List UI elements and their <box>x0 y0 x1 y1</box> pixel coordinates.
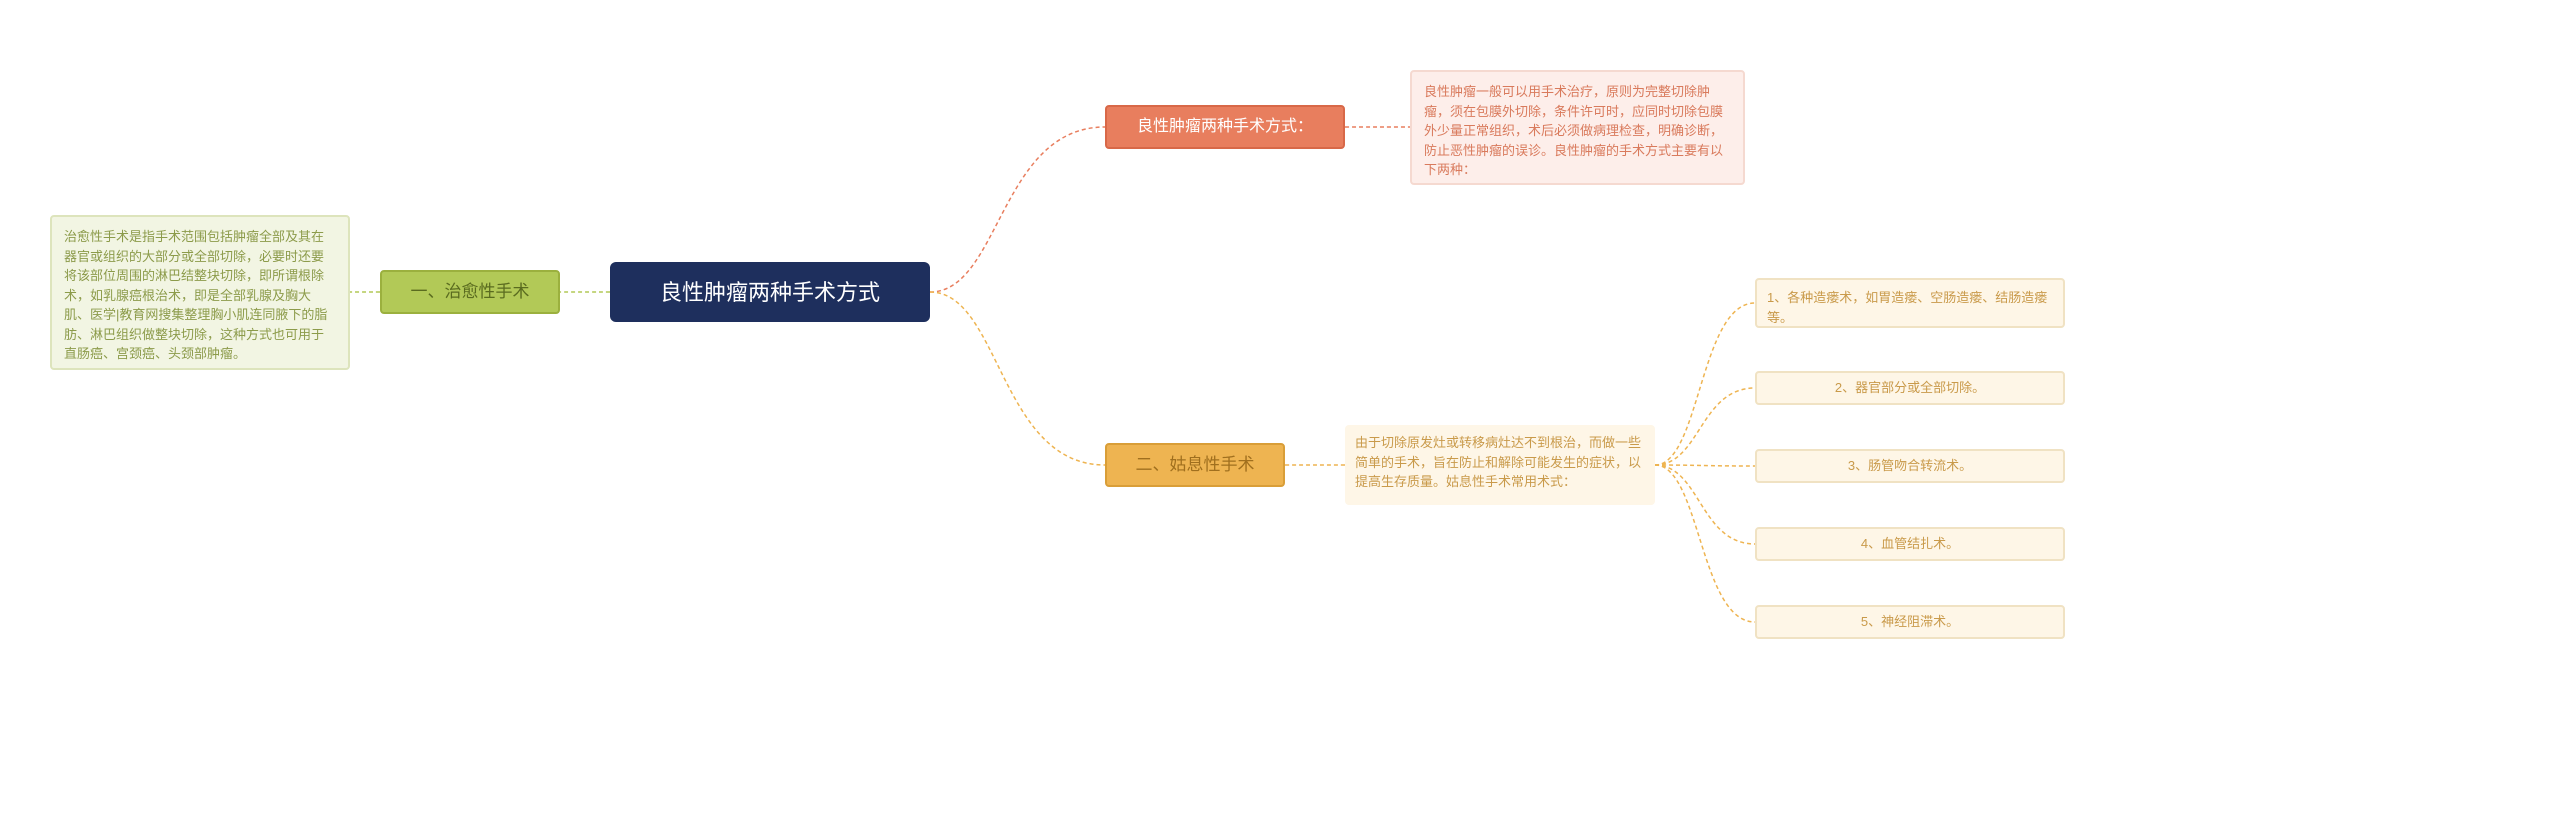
right-bottom-detail: 由于切除原发灶或转移病灶达不到根治，而做一些简单的手术，旨在防止和解除可能发生的… <box>1345 425 1655 505</box>
right-bottom-detail-text: 由于切除原发灶或转移病灶达不到根治，而做一些简单的手术，旨在防止和解除可能发生的… <box>1355 433 1645 492</box>
palliative-item-1: 1、各种造瘘术，如胃造瘘、空肠造瘘、结肠造瘘等。 <box>1755 278 2065 328</box>
right-top-detail-text: 良性肿瘤一般可以用手术治疗，原则为完整切除肿瘤，须在包膜外切除，条件许可时，应同… <box>1424 82 1731 180</box>
palliative-item-5-text: 5、神经阻滞术。 <box>1861 612 1959 632</box>
conn-root-rbot <box>930 292 1105 465</box>
palliative-item-2: 2、器官部分或全部切除。 <box>1755 371 2065 405</box>
root-node[interactable]: 良性肿瘤两种手术方式 <box>610 262 930 322</box>
right-top-detail: 良性肿瘤一般可以用手术治疗，原则为完整切除肿瘤，须在包膜外切除，条件许可时，应同… <box>1410 70 1745 185</box>
right-bottom-node-palliative[interactable]: 二、姑息性手术 <box>1105 443 1285 487</box>
left-detail: 治愈性手术是指手术范围包括肿瘤全部及其在器官或组织的大部分或全部切除，必要时还要… <box>50 215 350 370</box>
right-top-node[interactable]: 良性肿瘤两种手术方式： <box>1105 105 1345 149</box>
palliative-item-3: 3、肠管吻合转流术。 <box>1755 449 2065 483</box>
conn-item-1 <box>1655 303 1755 465</box>
left-node-curative[interactable]: 一、治愈性手术 <box>380 270 560 314</box>
palliative-item-5: 5、神经阻滞术。 <box>1755 605 2065 639</box>
palliative-item-1-text: 1、各种造瘘术，如胃造瘘、空肠造瘘、结肠造瘘等。 <box>1767 288 2053 327</box>
palliative-item-4-text: 4、血管结扎术。 <box>1861 534 1959 554</box>
conn-item-3 <box>1655 465 1755 466</box>
palliative-item-3-text: 3、肠管吻合转流术。 <box>1848 456 1972 476</box>
right-top-label: 良性肿瘤两种手术方式： <box>1137 115 1313 139</box>
left-detail-text: 治愈性手术是指手术范围包括肿瘤全部及其在器官或组织的大部分或全部切除，必要时还要… <box>64 227 336 364</box>
conn-item-2 <box>1655 388 1755 465</box>
conn-item-5 <box>1655 465 1755 622</box>
conn-item-4 <box>1655 465 1755 544</box>
left-node-label: 一、治愈性手术 <box>411 279 530 305</box>
palliative-item-4: 4、血管结扎术。 <box>1755 527 2065 561</box>
right-bottom-label: 二、姑息性手术 <box>1136 452 1255 478</box>
conn-root-rtop <box>930 127 1105 292</box>
root-label: 良性肿瘤两种手术方式 <box>660 276 880 309</box>
palliative-item-2-text: 2、器官部分或全部切除。 <box>1835 378 1985 398</box>
